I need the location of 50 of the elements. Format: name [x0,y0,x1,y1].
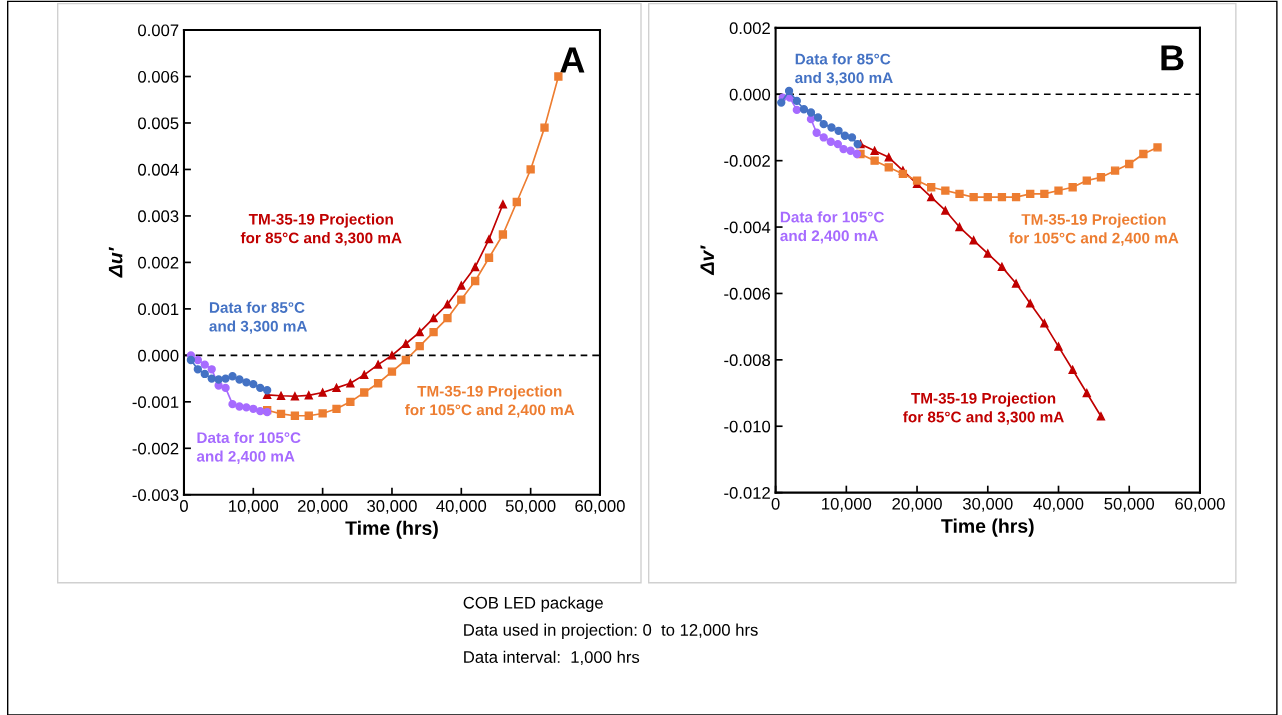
series-label: TM-35-19 Projection for 85°C and 3,300 mA [903,392,1064,425]
text: TM-35-19 Projection for 85°C and 3,300 mA [240,213,402,246]
x-tick-label: 0 [771,497,780,510]
x-axis-title: Time (hrs) [941,518,1034,537]
x-tick-label: 20,000 [892,497,942,512]
x-tick-label: 50,000 [505,500,556,514]
y-tick-label: 0.004 [138,163,179,176]
x-tick-label: 0 [179,500,188,512]
y-tick-label: -0.002 [132,442,179,455]
y-axis-title: Δu′ [108,246,123,278]
y-tick-label: 0.002 [729,22,770,35]
y-tick-label: -0.008 [724,354,771,367]
text: COB LED package [463,596,603,612]
x-axis-title: Time (hrs) [345,520,438,539]
x-tick-label: 40,000 [436,500,487,514]
x-tick-label: 60,000 [1175,497,1225,512]
y-tick-label: 0.003 [138,210,179,223]
x-tick-label: 50,000 [1104,497,1155,512]
y-tick-label: 0.007 [138,24,179,37]
x-tick-label: 30,000 [367,500,417,514]
y-tick-label: 0.006 [138,70,179,83]
y-tick-label: -0.002 [724,155,770,167]
series-label: Data for 85°C and 3,300 mA [209,301,308,334]
y-tick-label: 0.005 [138,117,179,130]
x-tick-label: 10,000 [822,497,872,512]
text: Data for 105°C and 2,400 mA [780,211,885,244]
y-tick-label: -0.003 [132,489,179,501]
series-label: TM-35-19 Projection for 105°C and 2,400 mA [1009,213,1179,246]
y-tick-label: -0.010 [724,420,771,433]
x-tick-label: 40,000 [1033,497,1084,512]
x-tick-label: 30,000 [962,497,1013,512]
y-axis-title: Δv′ [700,245,714,276]
text: Data interval: 1,000 hrs [464,650,640,665]
y-tick-label: 0.002 [138,256,179,269]
y-tick-label: 0.000 [138,349,179,362]
text: Data for 105°C and 2,400 mA [196,431,301,464]
chart-title: B [1161,45,1184,71]
y-tick-label: 0.001 [138,303,179,316]
y-tick-label: -0.006 [724,287,771,300]
series-label: TM-35-19 Projection for 105°C and 2,400 mA [405,385,575,418]
y-tick-label: -0.012 [724,487,770,499]
x-tick-label: 60,000 [575,500,625,514]
x-tick-label: 20,000 [297,500,348,514]
series-label: Data for 85°C and 3,300 mA [795,53,893,86]
x-tick-label: 10,000 [229,500,279,514]
y-tick-label: 0.000 [729,88,771,101]
text: Data used in projection: 0 to 12,000 hrs [464,623,758,640]
y-tick-label: -0.004 [724,221,771,234]
chart-title: A [560,47,585,73]
y-tick-label: -0.001 [132,396,179,409]
